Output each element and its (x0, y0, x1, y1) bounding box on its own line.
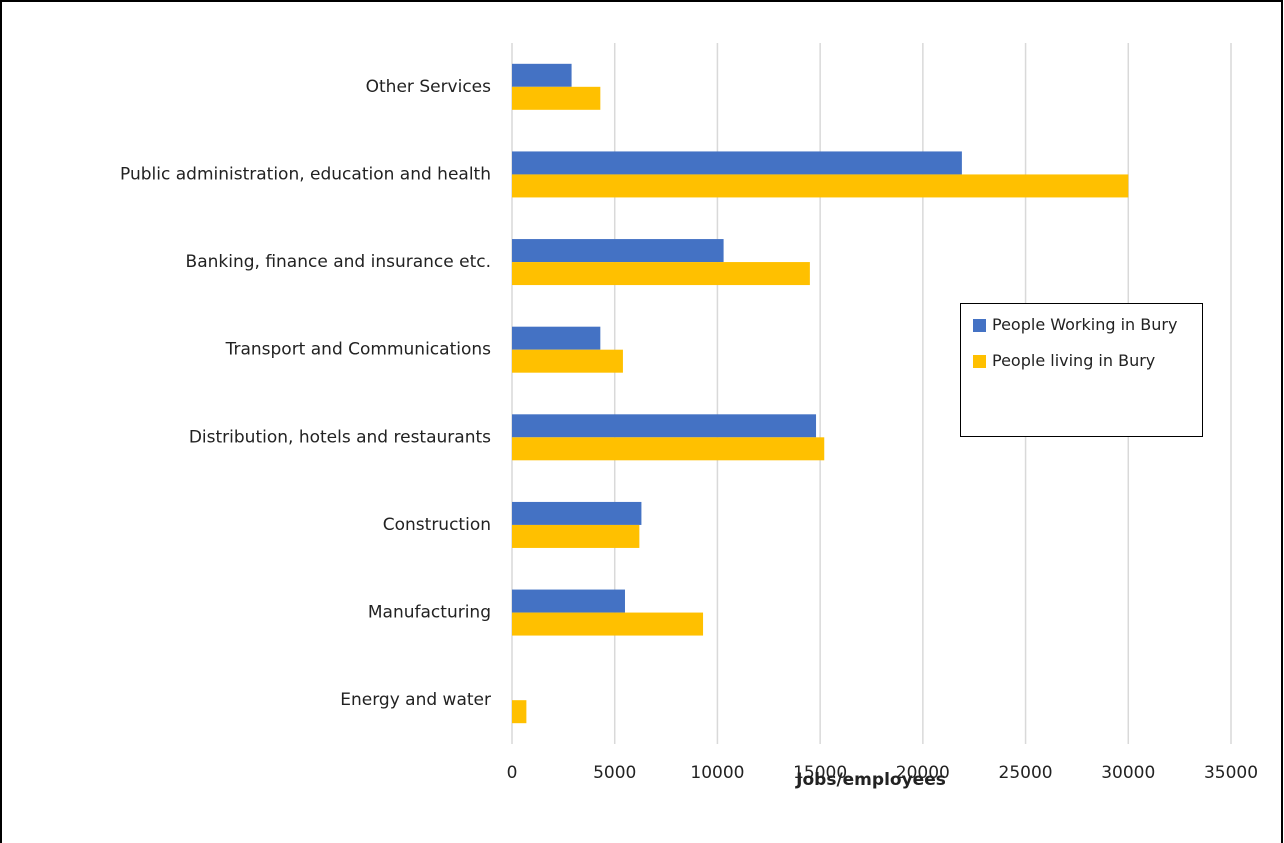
legend-swatch (973, 355, 986, 368)
bar (512, 174, 1129, 198)
x-tick-label: 0 (507, 763, 518, 783)
y-tick-label: Banking, finance and insurance etc. (186, 252, 491, 272)
legend-item: People living in Bury (967, 348, 1196, 374)
legend-label: People Working in Bury (992, 315, 1178, 334)
y-tick-label: Manufacturing (368, 603, 491, 623)
y-tick-label: Energy and water (340, 690, 491, 710)
bar (512, 63, 572, 87)
x-axis-title: Jobs/employees (795, 770, 946, 790)
bar (512, 589, 625, 613)
legend-swatch (973, 319, 986, 332)
bar (512, 612, 704, 636)
bar (512, 86, 601, 110)
x-tick-label: 5000 (593, 763, 636, 783)
bar (512, 326, 601, 350)
legend-item: People Working in Bury (967, 312, 1196, 338)
bar (512, 437, 825, 461)
y-tick-label: Construction (383, 515, 491, 535)
y-tick-label: Transport and Communications (225, 340, 492, 360)
bar (512, 239, 724, 263)
bar (512, 700, 527, 724)
legend-label: People living in Bury (992, 351, 1156, 370)
x-tick-label: 10000 (690, 763, 744, 783)
legend: People Working in Bury People living in B… (960, 303, 1203, 437)
bar (512, 349, 623, 373)
x-tick-label: 25000 (999, 763, 1053, 783)
y-tick-label: Distribution, hotels and restaurants (189, 427, 491, 447)
x-tick-label: 35000 (1204, 763, 1258, 783)
x-tick-label: 15000 (793, 763, 847, 783)
x-tick-label: 20000 (896, 763, 950, 783)
y-tick-label: Public administration, education and hea… (120, 164, 491, 184)
x-tick-label: 30000 (1101, 763, 1155, 783)
bar (512, 524, 640, 548)
bar (512, 501, 642, 525)
bar (512, 414, 817, 438)
bar (512, 262, 810, 286)
bar (512, 151, 962, 175)
y-tick-label: Other Services (366, 77, 492, 97)
